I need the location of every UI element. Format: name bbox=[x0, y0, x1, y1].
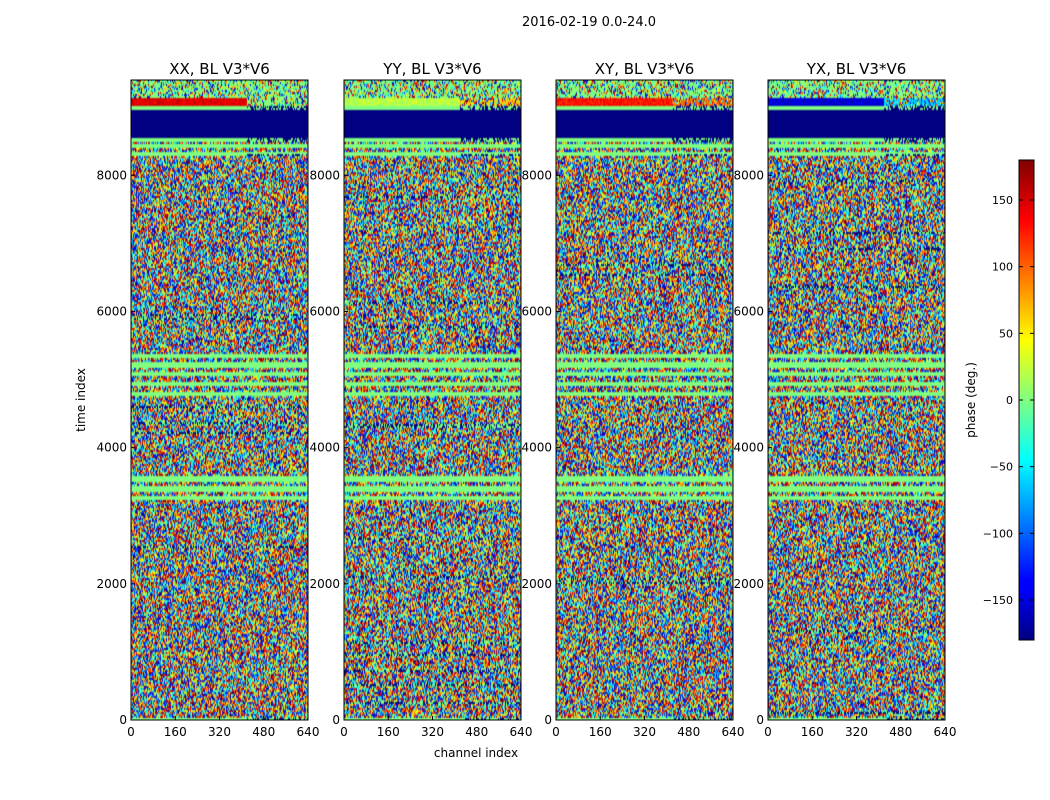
panel-4: YX, BL V3*V6 0 160 320 480 640 0 2000 4000 6000 80… bbox=[733, 60, 956, 739]
colorbar-tick-label: 100 bbox=[992, 261, 1013, 274]
x-tick-label: 320 bbox=[208, 725, 231, 739]
y-tick-label: 8000 bbox=[96, 168, 127, 182]
y-tick-label: 2000 bbox=[96, 577, 127, 591]
y-tick-label: 4000 bbox=[521, 441, 552, 455]
figure-suptitle: 2016-02-19 0.0-24.0 bbox=[522, 15, 656, 30]
x-tick-label: 320 bbox=[633, 725, 656, 739]
y-tick-label: 6000 bbox=[96, 304, 127, 318]
x-tick-label: 480 bbox=[677, 725, 700, 739]
x-tick-label: 640 bbox=[510, 725, 533, 739]
heatmap-image-4 bbox=[768, 80, 945, 720]
x-tick-label: 640 bbox=[297, 725, 320, 739]
panel-title: XX, BL V3*V6 bbox=[169, 60, 270, 78]
colorbar: 150 100 50 0 −50 −100 −150 phase (deg.) bbox=[964, 159, 1035, 641]
y-tick-label: 6000 bbox=[521, 304, 552, 318]
panel-title: YY, BL V3*V6 bbox=[382, 60, 481, 78]
y-tick-label: 2000 bbox=[521, 577, 552, 591]
x-tick-label: 160 bbox=[164, 725, 187, 739]
y-tick-label: 0 bbox=[332, 713, 340, 727]
panel-2: YY, BL V3*V6 0 160 320 480 640 0 2000 4000 6000 80… bbox=[309, 60, 532, 739]
y-tick-label: 0 bbox=[119, 713, 127, 727]
colorbar-ticks: 150 100 50 0 −50 −100 −150 bbox=[983, 194, 1034, 607]
y-tick-label: 6000 bbox=[733, 304, 764, 318]
y-tick-label: 8000 bbox=[521, 168, 552, 182]
heatmap-image-2 bbox=[344, 80, 521, 720]
panel-3: XY, BL V3*V6 0 160 320 480 640 0 2000 4000 6000 80… bbox=[521, 60, 744, 739]
y-tick-label: 4000 bbox=[96, 441, 127, 455]
x-tick-label: 320 bbox=[421, 725, 444, 739]
colorbar-tick-label: −50 bbox=[990, 461, 1013, 474]
panel-title: XY, BL V3*V6 bbox=[595, 60, 695, 78]
colorbar-tick-label: 50 bbox=[999, 327, 1013, 340]
x-tick-label: 0 bbox=[340, 725, 348, 739]
x-tick-label: 0 bbox=[552, 725, 560, 739]
colorbar-tick-label: 150 bbox=[992, 194, 1013, 207]
y-tick-label: 4000 bbox=[733, 441, 764, 455]
x-tick-label: 320 bbox=[845, 725, 868, 739]
x-tick-label: 0 bbox=[127, 725, 135, 739]
y-tick-label: 8000 bbox=[733, 168, 764, 182]
x-tick-label: 480 bbox=[889, 725, 912, 739]
x-axis-label: channel index bbox=[434, 746, 518, 760]
y-tick-label: 0 bbox=[756, 713, 764, 727]
colorbar-tick-label: −100 bbox=[983, 527, 1013, 540]
y-tick-label: 2000 bbox=[309, 577, 340, 591]
y-tick-label: 8000 bbox=[309, 168, 340, 182]
x-tick-label: 160 bbox=[589, 725, 612, 739]
colorbar-tick-label: −150 bbox=[983, 594, 1013, 607]
panel-title: YX, BL V3*V6 bbox=[806, 60, 907, 78]
x-tick-label: 480 bbox=[465, 725, 488, 739]
panel-1: XX, BL V3*V6 0 160 320 480 640 0 2000 4000 6000 80… bbox=[96, 60, 319, 739]
x-tick-label: 160 bbox=[377, 725, 400, 739]
x-tick-label: 640 bbox=[934, 725, 957, 739]
heatmap-image-3 bbox=[556, 80, 733, 720]
x-tick-label: 160 bbox=[801, 725, 824, 739]
x-tick-label: 640 bbox=[722, 725, 745, 739]
y-tick-label: 0 bbox=[544, 713, 552, 727]
heatmap-image-1 bbox=[131, 80, 308, 720]
colorbar-tick-label: 0 bbox=[1006, 394, 1013, 407]
x-tick-label: 0 bbox=[764, 725, 772, 739]
y-tick-label: 4000 bbox=[309, 441, 340, 455]
y-tick-label: 6000 bbox=[309, 304, 340, 318]
y-tick-label: 2000 bbox=[733, 577, 764, 591]
colorbar-label: phase (deg.) bbox=[964, 362, 978, 438]
panels-group: XX, BL V3*V6 0 160 320 480 640 0 2000 4000 6000 80… bbox=[96, 60, 956, 739]
x-tick-label: 480 bbox=[252, 725, 275, 739]
y-axis-label: time index bbox=[74, 368, 88, 432]
